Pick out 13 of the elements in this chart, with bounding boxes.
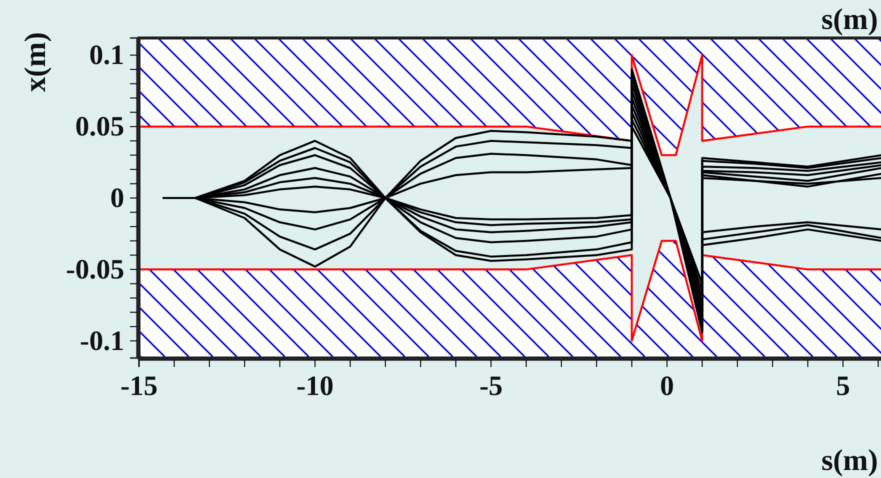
- y-tick-label: -0.1: [80, 326, 124, 357]
- x-axis-title: s(m): [821, 444, 878, 477]
- x-tick-label: 0: [660, 371, 674, 402]
- text: s(m): [821, 3, 878, 36]
- y-tick-label: -0.05: [66, 254, 124, 286]
- x-tick-label: -5: [479, 371, 503, 402]
- x-tick-label: 5: [836, 371, 850, 402]
- x-tick-label: -15: [120, 371, 158, 402]
- x-tick-label: -10: [296, 371, 334, 402]
- y-tick-label: 0.1: [89, 40, 124, 72]
- y-tick-label: 0: [110, 182, 124, 214]
- y-tick-label: 0.05: [75, 112, 124, 143]
- y-axis-title: x(m): [19, 32, 52, 92]
